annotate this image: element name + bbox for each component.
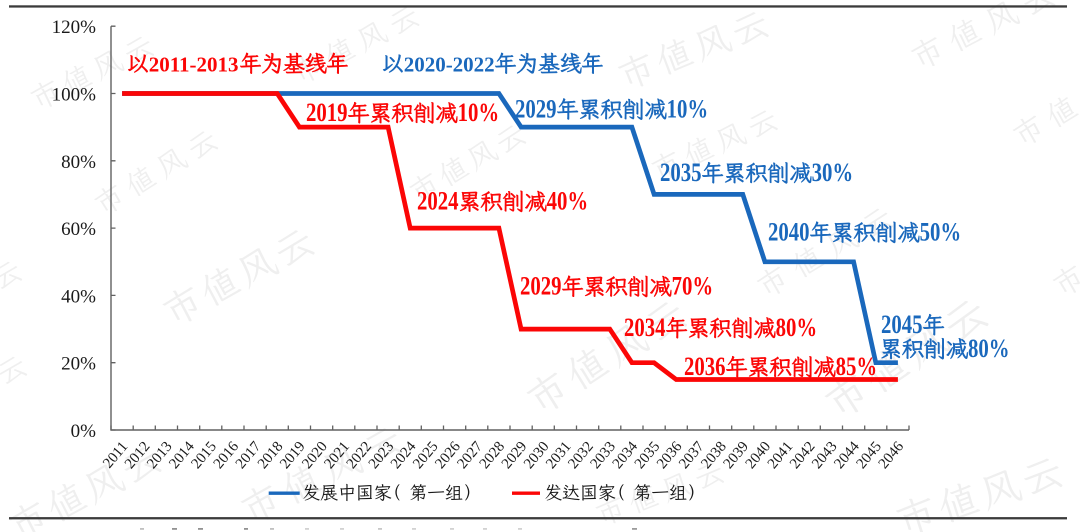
svg-text:0%: 0% (71, 421, 97, 442)
svg-text:85%: 85% (836, 353, 878, 382)
svg-text:120%: 120% (52, 17, 97, 38)
svg-text:2019: 2019 (306, 99, 348, 128)
svg-text:60%: 60% (61, 219, 96, 240)
svg-text:2040: 2040 (768, 218, 810, 247)
svg-text:2029: 2029 (515, 95, 557, 124)
svg-text:40%: 40% (61, 286, 96, 307)
svg-text:80%: 80% (61, 152, 96, 173)
svg-text:20%: 20% (61, 354, 96, 375)
svg-text:30%: 30% (812, 159, 854, 188)
svg-text:2029: 2029 (520, 273, 562, 302)
svg-text:10%: 10% (458, 99, 500, 128)
svg-text:2024: 2024 (417, 187, 459, 216)
svg-text:2045: 2045 (881, 311, 923, 340)
svg-text:80%: 80% (968, 335, 1010, 364)
svg-text:2011-2013: 2011-2013 (149, 53, 239, 77)
svg-text:40%: 40% (547, 187, 589, 216)
svg-text:2035: 2035 (660, 159, 702, 188)
svg-text:2020-2022: 2020-2022 (404, 53, 495, 77)
svg-text:100%: 100% (52, 85, 97, 106)
svg-text:2034: 2034 (624, 314, 666, 343)
svg-text:50%: 50% (920, 218, 962, 247)
svg-text:10%: 10% (667, 95, 709, 124)
svg-text:70%: 70% (672, 273, 714, 302)
svg-text:80%: 80% (776, 314, 818, 343)
svg-text:2036: 2036 (684, 353, 726, 382)
